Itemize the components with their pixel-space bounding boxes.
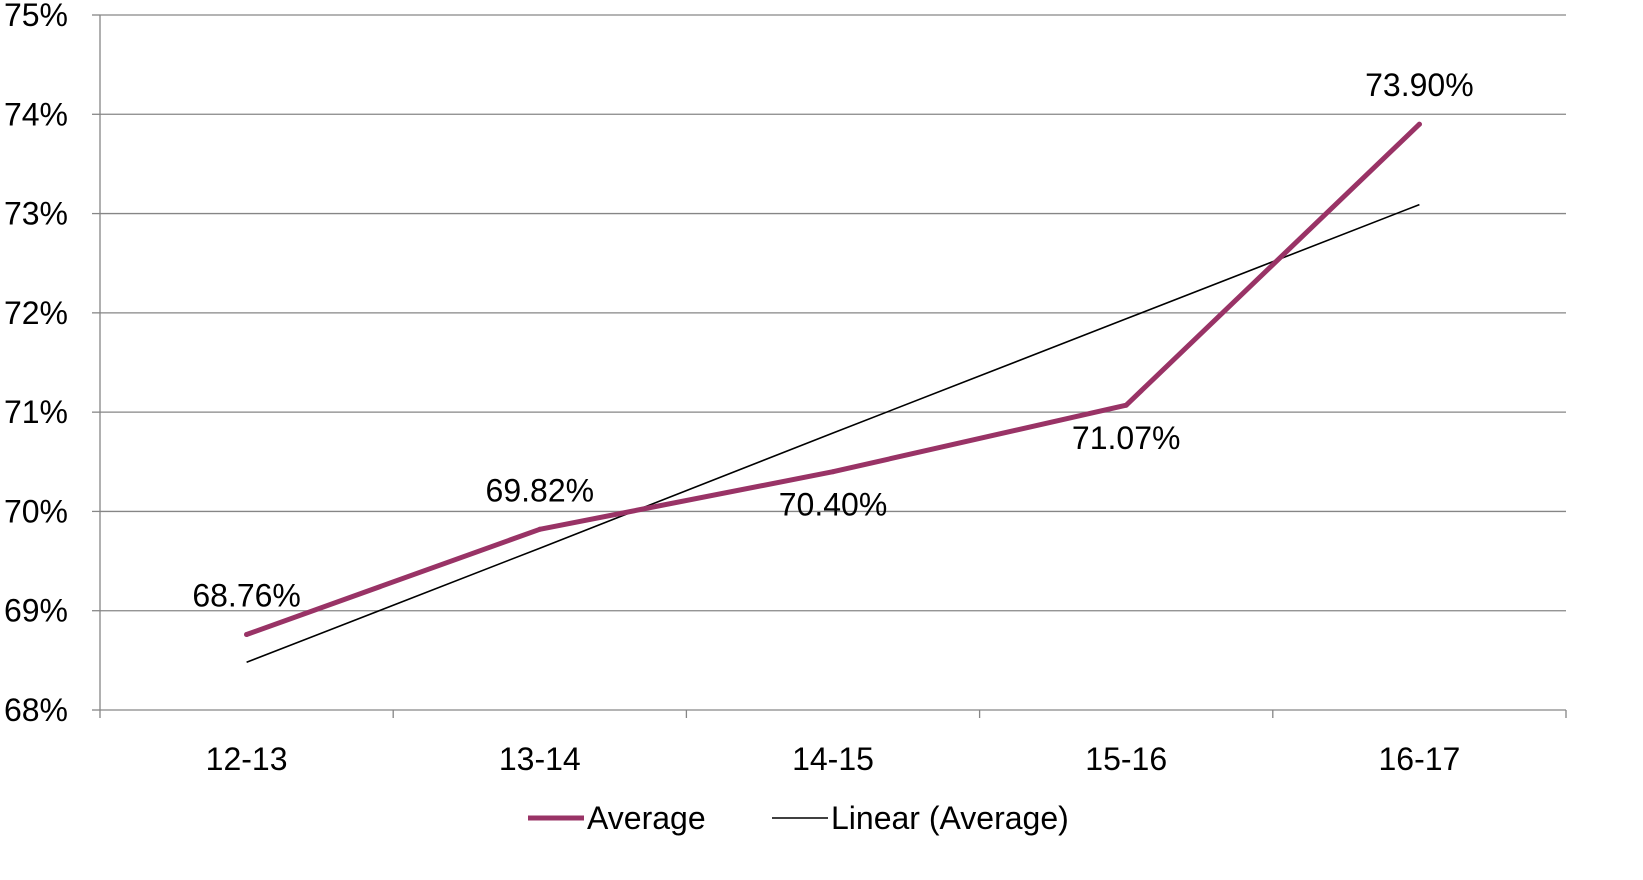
series-lines xyxy=(244,121,1422,664)
y-tick-label: 68% xyxy=(4,692,68,728)
data-point-average xyxy=(537,526,543,532)
legend: Average Linear (Average) xyxy=(528,800,1069,836)
trendline-linear-average xyxy=(246,203,1420,664)
legend-label-linear-average: Linear (Average) xyxy=(831,800,1069,836)
y-tick-labels: 68% 69% 70% 71% 72% 73% 74% 75% xyxy=(4,0,68,728)
y-tick-label: 69% xyxy=(4,593,68,629)
y-tick-label: 70% xyxy=(4,493,68,529)
data-labels: 68.76% 69.82% 70.40% 71.07% 73.90% xyxy=(192,67,1473,613)
x-tick-label: 13-14 xyxy=(499,741,581,777)
y-tick-label: 71% xyxy=(4,394,68,430)
legend-label-average: Average xyxy=(587,800,706,836)
data-label: 69.82% xyxy=(486,472,595,508)
data-label: 70.40% xyxy=(779,487,888,523)
y-tick-label: 75% xyxy=(4,0,68,33)
data-point-average xyxy=(1123,402,1129,408)
data-label: 73.90% xyxy=(1365,67,1474,103)
data-point-average xyxy=(244,632,250,638)
axes xyxy=(92,14,1567,718)
data-label: 71.07% xyxy=(1072,420,1181,456)
x-tick-label: 15-16 xyxy=(1085,741,1167,777)
data-label: 68.76% xyxy=(192,578,301,614)
x-tick-label: 12-13 xyxy=(206,741,288,777)
data-point-average xyxy=(1416,121,1422,127)
x-tick-labels: 12-13 13-14 14-15 15-16 16-17 xyxy=(206,741,1461,777)
data-point-average xyxy=(830,469,836,475)
y-tick-label: 72% xyxy=(4,295,68,331)
series-line-average xyxy=(244,121,1422,637)
y-tick-label: 73% xyxy=(4,196,68,232)
y-tick-label: 74% xyxy=(4,96,68,132)
x-tick-label: 16-17 xyxy=(1378,741,1460,777)
x-tick-label: 14-15 xyxy=(792,741,874,777)
gridlines xyxy=(100,14,1566,612)
